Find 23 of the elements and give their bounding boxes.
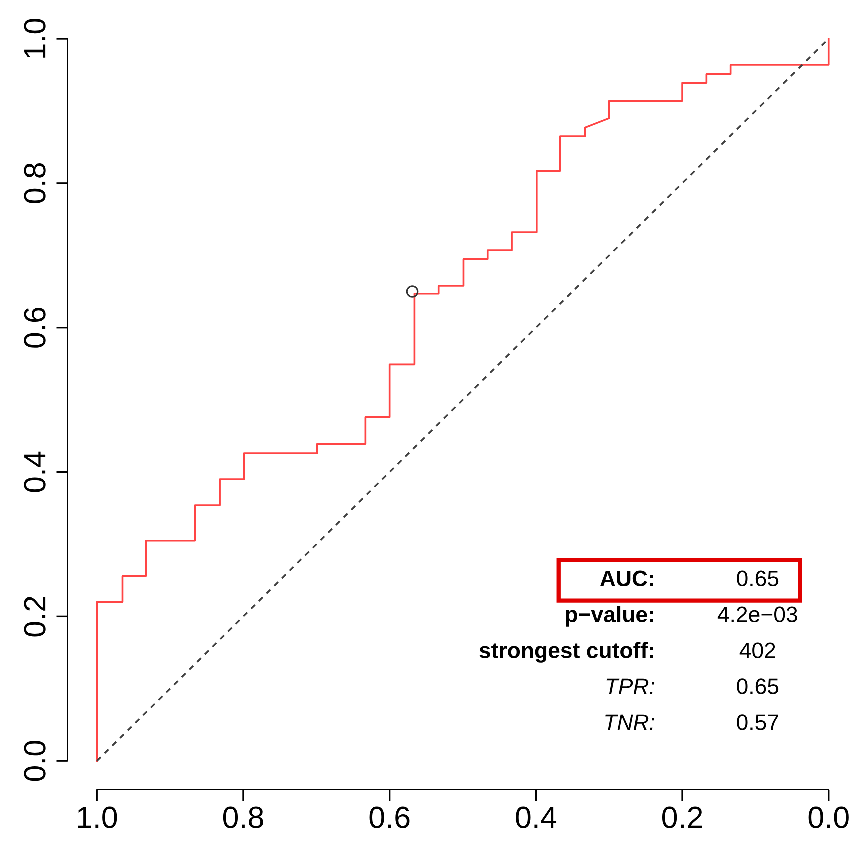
y-tick-label: 0.8 — [24, 164, 46, 204]
x-tick-label: 0.2 — [662, 806, 702, 828]
x-tick-label: 0.4 — [516, 806, 557, 828]
x-tick-label: 0.6 — [370, 806, 410, 828]
y-tick-label: 0.4 — [24, 452, 46, 492]
annotation: 0.65 — [737, 678, 779, 694]
x-tick-label: 0.0 — [808, 806, 849, 828]
annotation: 402 — [740, 642, 776, 658]
y-tick-label: 1.0 — [24, 18, 46, 58]
annotation: 0.57 — [737, 714, 778, 730]
annotation: 0.65 — [737, 570, 779, 587]
annotation: strongest cutoff: — [480, 642, 654, 663]
x-tick-label: 0.8 — [223, 806, 264, 828]
annotation: 4.2e−03 — [718, 606, 798, 623]
y-tick-label: 0.0 — [24, 741, 46, 782]
y-tick-label: 0.6 — [24, 308, 46, 348]
annotation: TPR: — [606, 678, 655, 694]
annotation: TNR: — [606, 714, 655, 730]
line-series — [96, 38, 830, 762]
annotation: p−value: — [566, 606, 654, 627]
x-tick-label: 1.0 — [78, 806, 118, 828]
y-tick-label: 0.2 — [24, 596, 46, 637]
annotation: AUC: — [600, 570, 654, 587]
